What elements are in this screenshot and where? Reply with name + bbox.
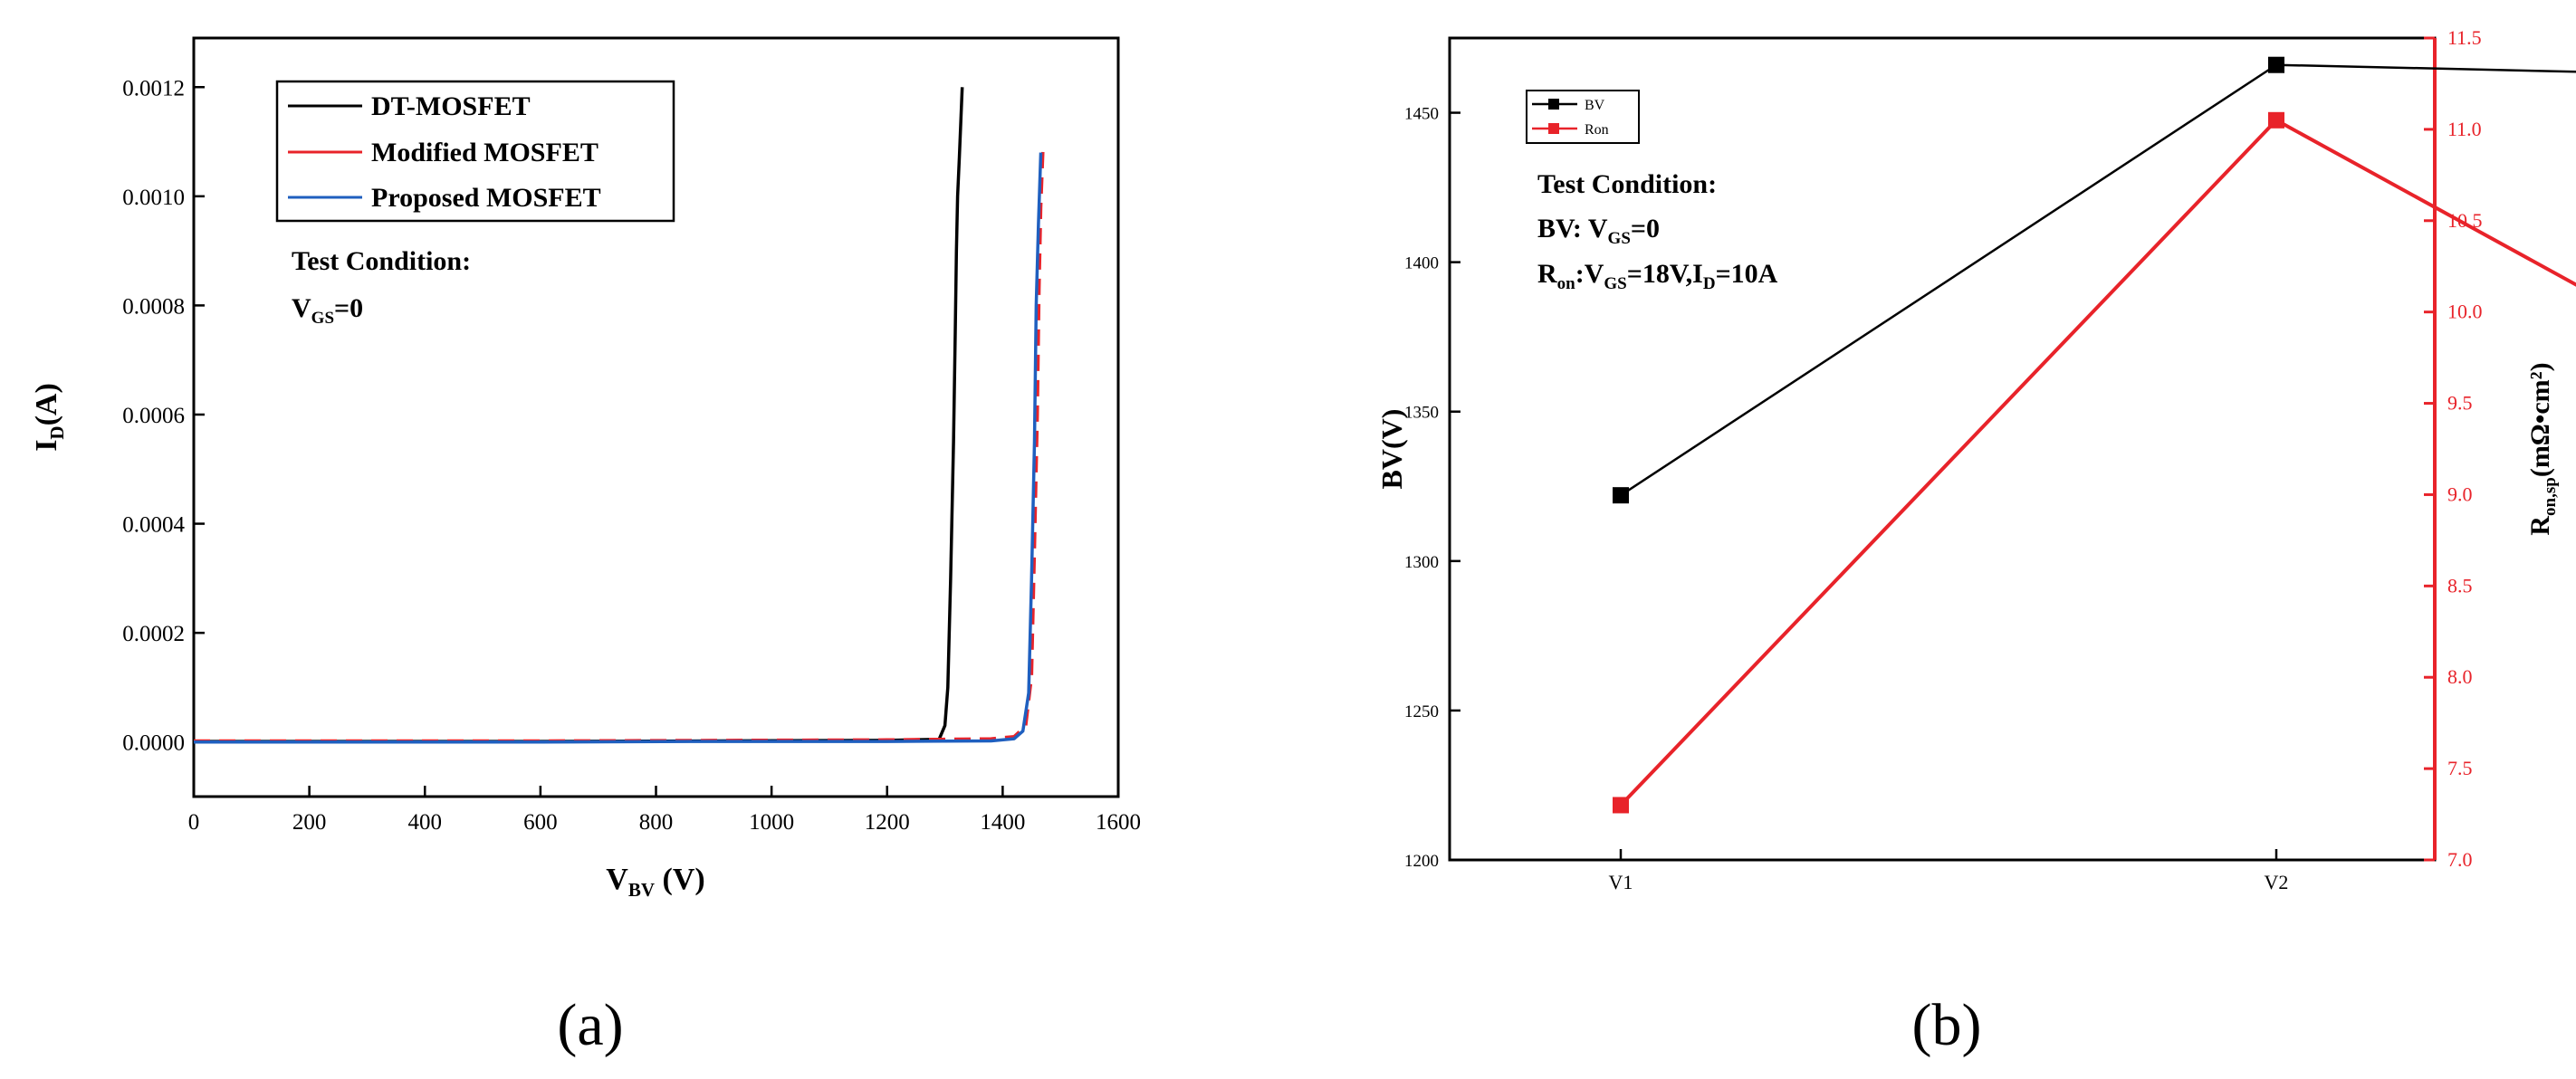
y-tick-label-2: 0.0004	[122, 513, 185, 538]
y-tick-label-4: 0.0008	[122, 294, 185, 319]
legend-label-ron: Ron	[1585, 122, 1609, 138]
right-y-tick-label-5: 9.5	[2447, 392, 2473, 415]
legend-label-dt-mosfet: DT-MOSFET	[371, 91, 531, 121]
left-y-tick-label-1400: 1400	[1404, 254, 1439, 273]
right-y-tick-label-6: 10.0	[2447, 301, 2483, 323]
y-tick-label-5: 0.0010	[122, 186, 185, 210]
panel-b-right-y-axis: 7.0 7.5 8.0 8.5 9.0 9.5 10.0 10.5 11.0 11.5	[2424, 26, 2483, 871]
right-y-tick-label-8: 11.0	[2447, 118, 2482, 140]
y-tick-label-3: 0.0006	[122, 404, 185, 428]
right-y-tick-label-7: 10.5	[2447, 209, 2483, 232]
x-tick-label-1000: 1000	[749, 810, 794, 835]
series-line-ron	[1619, 118, 2576, 807]
x-tick-label-800: 800	[639, 810, 674, 835]
x-tick-label-v2: V2	[2265, 871, 2289, 893]
series-line-modified-mosfet	[194, 147, 1045, 743]
right-y-tick-label-9: 11.5	[2447, 26, 2482, 49]
marker-bv-v1	[1613, 487, 1629, 504]
panel-a-test-condition-vgs: VGS=0	[292, 293, 363, 328]
legend-marker-ron	[1548, 123, 1559, 134]
panel-b-legend: BV Ron	[1526, 90, 1640, 144]
x-tick-label-600: 600	[523, 810, 558, 835]
x-tick-label-v1: V1	[1609, 871, 1633, 893]
left-y-tick-label-1450: 1450	[1404, 105, 1439, 124]
right-y-tick-label-0: 7.0	[2447, 848, 2473, 871]
marker-bv-v2	[2268, 56, 2284, 73]
left-y-tick-label-1300: 1300	[1404, 553, 1439, 572]
panel-a-y-axis-label: ID(A)	[30, 383, 68, 452]
right-y-tick-label-1: 7.5	[2447, 757, 2473, 779]
panel-b-x-axis: V1V2V3	[1609, 849, 2289, 893]
panel-a-x-axis-label: VBV (V)	[606, 863, 704, 901]
panel-b-test-condition-ron: Ron:VGS=18V,ID=10A	[1537, 259, 1778, 293]
panel-b-legend-box	[1526, 90, 1640, 144]
panel-a-series	[194, 87, 1045, 744]
x-tick-label-400: 400	[408, 810, 443, 835]
panel-a-test-condition-title: Test Condition:	[292, 246, 471, 276]
left-y-tick-label-1350: 1350	[1404, 404, 1439, 423]
panel-a-caption: (a)	[557, 992, 623, 1058]
y-tick-label-0: 0.0000	[122, 731, 185, 756]
panel-a-legend: DT-MOSFET Modified MOSFET Proposed MOSFE…	[275, 80, 675, 223]
panel-b-left-y-axis-label: BV(V)	[1375, 409, 1408, 490]
left-y-tick-label-1200: 1200	[1404, 852, 1439, 871]
marker-ron-v1	[1613, 797, 1629, 814]
x-tick-label-1200: 1200	[865, 810, 910, 835]
panel-b-test-condition-title: Test Condition:	[1537, 169, 1717, 199]
legend-label-modified-mosfet: Modified MOSFET	[371, 138, 599, 167]
legend-marker-bv	[1548, 99, 1559, 110]
right-y-tick-label-4: 9.0	[2447, 482, 2473, 505]
right-y-tick-label-2: 8.0	[2447, 665, 2473, 688]
series-line-proposed-mosfet	[194, 152, 1043, 744]
panel-a-y-axis: 0.0000 0.0002 0.0004 0.0006 0.0008 0.0010 0.00…	[122, 76, 205, 756]
panel-a-x-axis: 0 200 400 600 800 1000 1200 1400 1600	[188, 786, 1141, 835]
x-tick-label-1600: 1600	[1096, 810, 1141, 835]
y-tick-label-1: 0.0002	[122, 622, 185, 646]
legend-label-bv: BV	[1585, 98, 1605, 113]
x-tick-label-1400: 1400	[980, 810, 1025, 835]
x-tick-label-200: 200	[292, 810, 327, 835]
panel-b-left-y-axis: 1200 1250 1300 1350 1400 1450	[1404, 105, 1460, 871]
panel-b-caption: (b)	[1912, 992, 1982, 1058]
panel-b-right-y-axis-label: Ron,sp(mΩ•cm²)	[2525, 362, 2560, 535]
x-tick-label-0: 0	[188, 810, 200, 835]
left-y-tick-label-1250: 1250	[1404, 702, 1439, 721]
legend-label-proposed-mosfet: Proposed MOSFET	[371, 183, 601, 213]
y-tick-label-6: 0.0012	[122, 76, 185, 100]
panel-a-chart: 0 200 400 600 800 1000 1200 1400 1600 0.00000.00…	[30, 36, 1141, 1058]
panel-b-series	[1613, 56, 2576, 814]
panel-b-test-condition-bv: BV: VGS=0	[1537, 214, 1660, 248]
right-y-tick-label-3: 8.5	[2447, 574, 2473, 597]
marker-ron-v2	[2268, 111, 2284, 129]
panel-b-plot-frame	[1448, 36, 2437, 862]
